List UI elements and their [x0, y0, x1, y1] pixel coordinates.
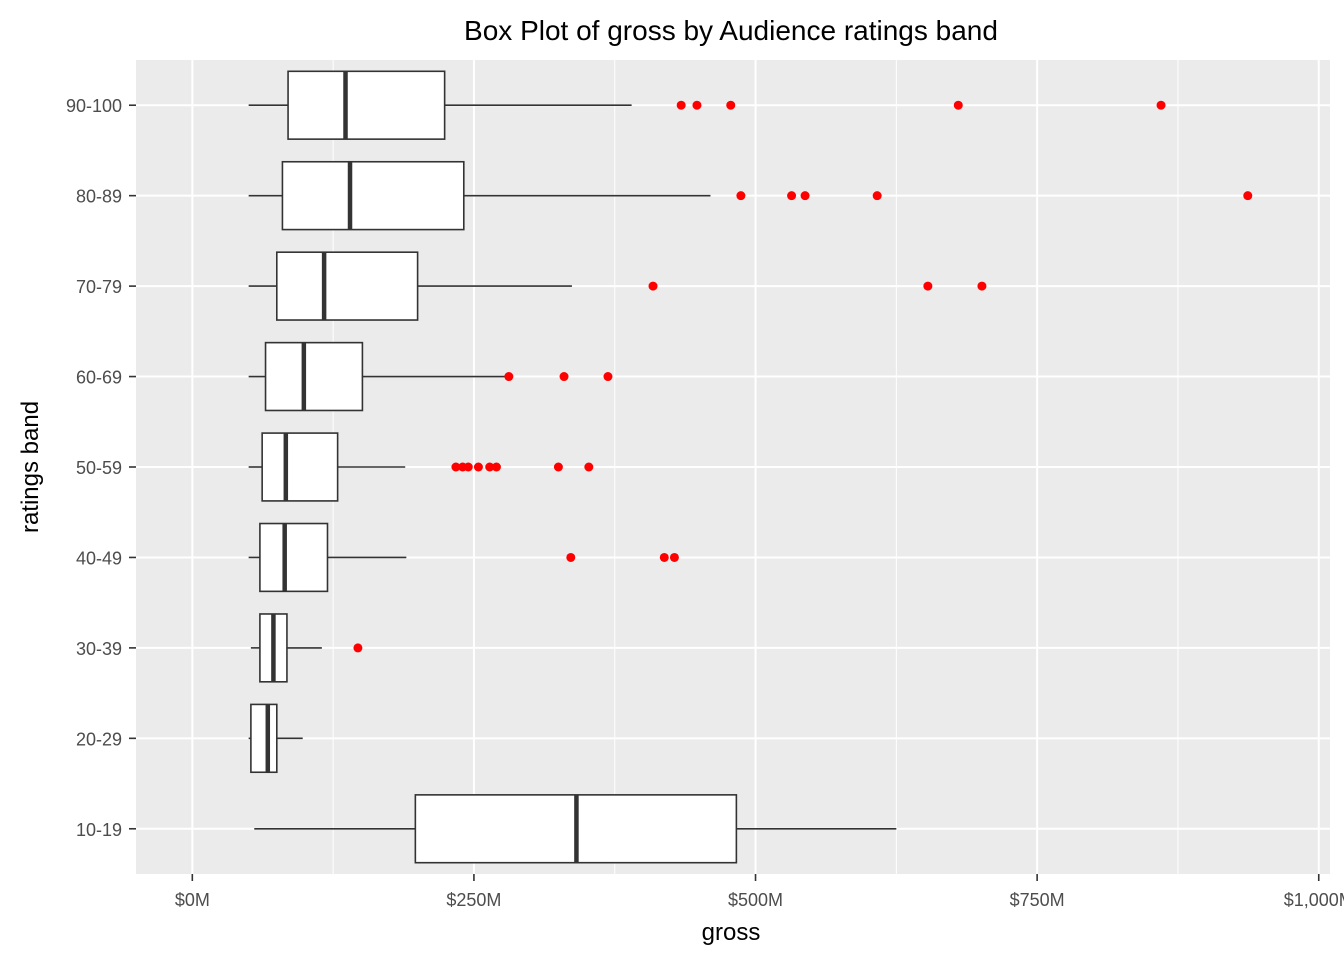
y-axis: 10-19 20-29 30-39 40-49 50-59 60-69 70-79 80-89… [66, 96, 136, 840]
outlier-point [800, 191, 810, 201]
x-tick-label: $750M [1010, 890, 1065, 910]
box-iqr [250, 703, 278, 774]
outlier-point [669, 552, 679, 562]
x-axis: $0M $250M $500M $750M $1,000M [175, 874, 1344, 910]
outlier-point [553, 462, 563, 472]
outlier-point [584, 462, 594, 472]
outlier-point [872, 191, 882, 201]
outlier-layer [353, 100, 1253, 653]
box-30-39 [250, 613, 322, 683]
y-axis-title: ratings band [17, 401, 44, 533]
outlier-point [692, 100, 702, 110]
outlier-point [451, 462, 461, 472]
outlier-point [676, 100, 686, 110]
box-iqr [261, 432, 339, 502]
y-tick-label: 50-59 [76, 458, 122, 478]
y-tick-label: 10-19 [76, 820, 122, 840]
box-50-59 [248, 432, 406, 502]
outlier-point [559, 372, 569, 382]
outlier-point [736, 191, 746, 201]
y-tick-label: 80-89 [76, 187, 122, 207]
outlier-point [977, 281, 987, 291]
y-tick-label: 20-29 [76, 729, 122, 749]
x-tick-label: $250M [446, 890, 501, 910]
outlier-point [485, 462, 495, 472]
x-tick-label: $0M [175, 890, 210, 910]
outlier-point [603, 372, 613, 382]
box-iqr [259, 522, 329, 593]
outlier-point [1156, 100, 1166, 110]
box-iqr [281, 160, 465, 231]
outlier-point [473, 462, 483, 472]
outlier-point [659, 552, 669, 562]
outlier-point [953, 100, 963, 110]
box-70-79 [248, 251, 572, 321]
outlier-point [463, 462, 473, 472]
x-tick-label: $500M [728, 890, 783, 910]
y-tick-label: 40-49 [76, 548, 122, 568]
box-layer [248, 70, 897, 864]
box-iqr [287, 70, 446, 140]
box-90-100 [248, 70, 632, 140]
outlier-point [787, 191, 797, 201]
box-80-89 [248, 160, 711, 231]
outlier-point [353, 643, 363, 653]
outlier-point [491, 462, 501, 472]
x-axis-title: gross [702, 919, 761, 946]
box-60-69 [248, 341, 508, 412]
outlier-point [566, 552, 576, 562]
y-tick-label: 60-69 [76, 368, 122, 388]
outlier-point [504, 372, 514, 382]
x-tick-label: $1,000M [1284, 890, 1344, 910]
outlier-point [726, 100, 736, 110]
y-tick-label: 70-79 [76, 277, 122, 297]
outlier-point [1243, 191, 1253, 201]
outlier-point [648, 281, 658, 291]
box-10-19 [254, 794, 897, 864]
box-iqr [264, 341, 364, 412]
chart-title: Box Plot of gross by Audience ratings ba… [464, 15, 998, 46]
box-20-29 [248, 703, 303, 774]
box-iqr [276, 251, 419, 321]
outlier-point [923, 281, 933, 291]
box-40-49 [248, 522, 407, 593]
y-tick-label: 30-39 [76, 639, 122, 659]
y-tick-label: 90-100 [66, 96, 122, 116]
